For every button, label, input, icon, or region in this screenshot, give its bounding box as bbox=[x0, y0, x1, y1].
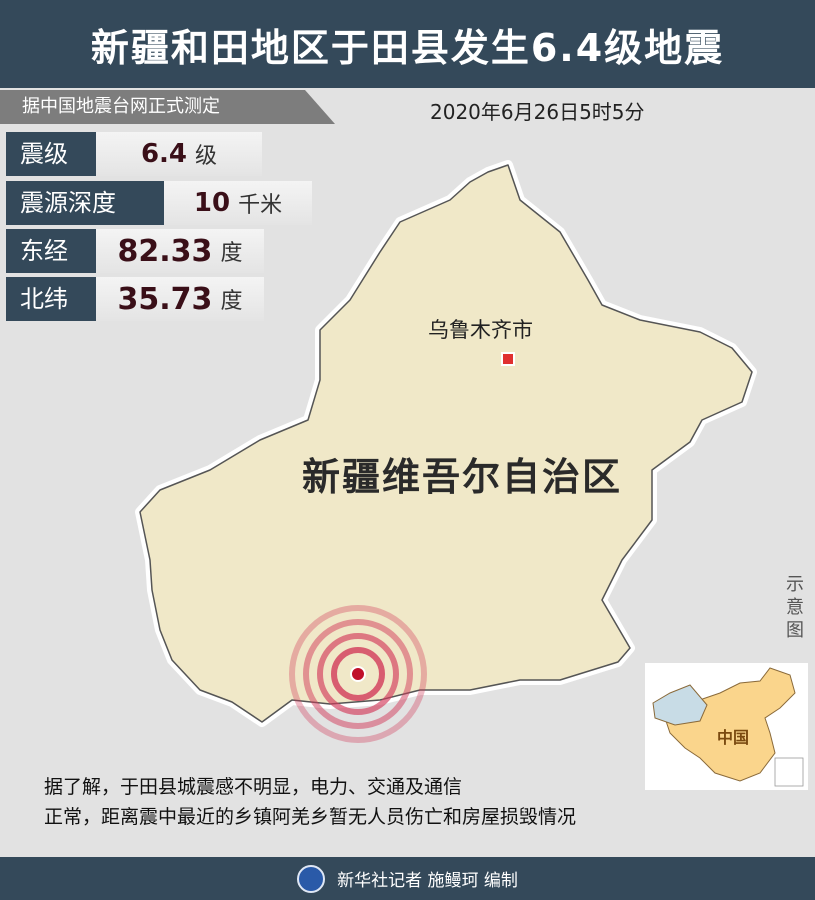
situation-note: 据了解，于田县城震感不明显，电力、交通及通信 正常，距离震中最近的乡镇阿羌乡暂无… bbox=[44, 772, 576, 832]
stat-unit: 级 bbox=[195, 144, 218, 169]
stat-value: 82.33 bbox=[117, 233, 213, 269]
region-label: 新疆维吾尔自治区 bbox=[302, 454, 623, 499]
epicenter-pin-icon bbox=[350, 666, 366, 682]
stat-unit: 度 bbox=[220, 241, 243, 266]
footer: 新华社记者 施鳗珂 编制 bbox=[0, 857, 815, 900]
stat-longitude: 东经 82.33 度 bbox=[6, 229, 264, 273]
urumqi-marker bbox=[501, 352, 515, 366]
stat-depth: 震源深度 10 千米 bbox=[6, 181, 312, 225]
stat-label: 震源深度 bbox=[6, 181, 164, 225]
china-inset-map: 中国 bbox=[645, 663, 808, 790]
stat-label: 东经 bbox=[6, 229, 96, 273]
stat-magnitude: 震级 6.4 级 bbox=[6, 132, 262, 176]
source-banner: 据中国地震台网正式测定 bbox=[0, 90, 335, 124]
stat-value: 35.73 bbox=[117, 281, 213, 317]
stat-unit: 千米 bbox=[238, 193, 283, 218]
event-time: 2020年6月26日5时5分 bbox=[430, 100, 645, 124]
stat-label: 震级 bbox=[6, 132, 96, 176]
stat-label: 北纬 bbox=[6, 277, 96, 321]
stat-value: 6.4 bbox=[140, 139, 188, 169]
credit: 新华社记者 施鳗珂 编制 bbox=[337, 871, 518, 891]
note-line: 正常，距离震中最近的乡镇阿羌乡暂无人员伤亡和房屋损毁情况 bbox=[44, 806, 577, 828]
inset-label: 中国 bbox=[717, 728, 749, 747]
xinhua-logo-icon bbox=[297, 864, 326, 893]
stat-value: 10 bbox=[193, 188, 231, 218]
stat-latitude: 北纬 35.73 度 bbox=[6, 277, 264, 321]
city-label: 乌鲁木齐市 bbox=[428, 318, 533, 342]
epicenter-rings bbox=[289, 605, 427, 743]
schematic-label: 示意图 bbox=[786, 574, 804, 641]
stat-unit: 度 bbox=[220, 289, 243, 314]
note-line: 据了解，于田县城震感不明显，电力、交通及通信 bbox=[44, 776, 463, 798]
page-title: 新疆和田地区于田县发生6.4级地震 bbox=[0, 0, 815, 88]
